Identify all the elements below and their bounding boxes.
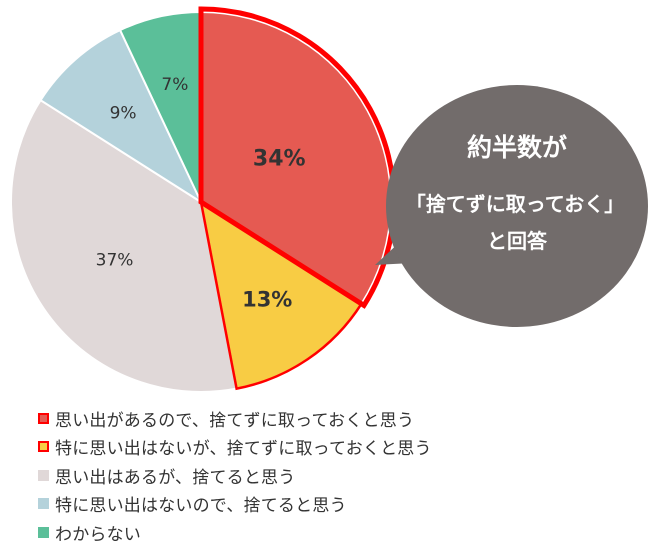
- slice-unknown-label: 7%: [161, 75, 188, 95]
- legend-label: 特に思い出はないので、捨てると思う: [55, 496, 347, 517]
- legend-label: わからない: [55, 524, 141, 545]
- legend-swatch: [38, 526, 49, 538]
- slice-discard-no-memories: [39, 28, 204, 205]
- legend-item: 思い出はあるが、捨てると思う: [38, 461, 432, 490]
- legend-label: 特に思い出はないが、捨てずに取っておくと思う: [55, 439, 432, 460]
- legend-swatch: [38, 498, 49, 510]
- callout-ellipse: [386, 85, 648, 327]
- pie-chart: 34% 13% 37% 9% 7% 約半数が 「捨てずに取っておく」 と回答: [10, 6, 648, 393]
- slice-keep-with-memories-label: 34%: [253, 146, 306, 171]
- legend-item: 思い出があるので、捨てずに取っておくと思う: [38, 404, 432, 433]
- legend-swatch: [38, 469, 49, 481]
- slice-discard-no-memories-label: 9%: [110, 104, 137, 124]
- slice-keep-no-memories-outline: [199, 199, 364, 391]
- slice-discard-with-memories-label: 37%: [96, 251, 134, 271]
- callout-bubble: 約半数が 「捨てずに取っておく」 と回答: [375, 85, 648, 327]
- legend-item: わからない: [38, 518, 432, 547]
- legend-item: 特に思い出はないが、捨てずに取っておくと思う: [38, 433, 432, 462]
- slice-keep-no-memories-label: 13%: [242, 287, 292, 311]
- pie-value-labels: 34% 13% 37% 9% 7%: [96, 75, 306, 311]
- legend-swatch: [38, 412, 49, 424]
- callout-line-3: と回答: [487, 229, 548, 253]
- chart-legend: 思い出があるので、捨てずに取っておくと思う 特に思い出はないが、捨てずに取っておく…: [38, 404, 432, 547]
- legend-swatch: [38, 441, 49, 453]
- slice-discard-with-memories: [10, 98, 238, 393]
- callout-line-1: 約半数が: [467, 133, 567, 162]
- callout-line-2: 「捨てずに取っておく」: [406, 192, 624, 216]
- legend-label: 思い出があるので、捨てずに取っておくと思う: [55, 410, 415, 431]
- legend-item: 特に思い出はないので、捨てると思う: [38, 490, 432, 519]
- legend-label: 思い出はあるが、捨てると思う: [55, 467, 296, 488]
